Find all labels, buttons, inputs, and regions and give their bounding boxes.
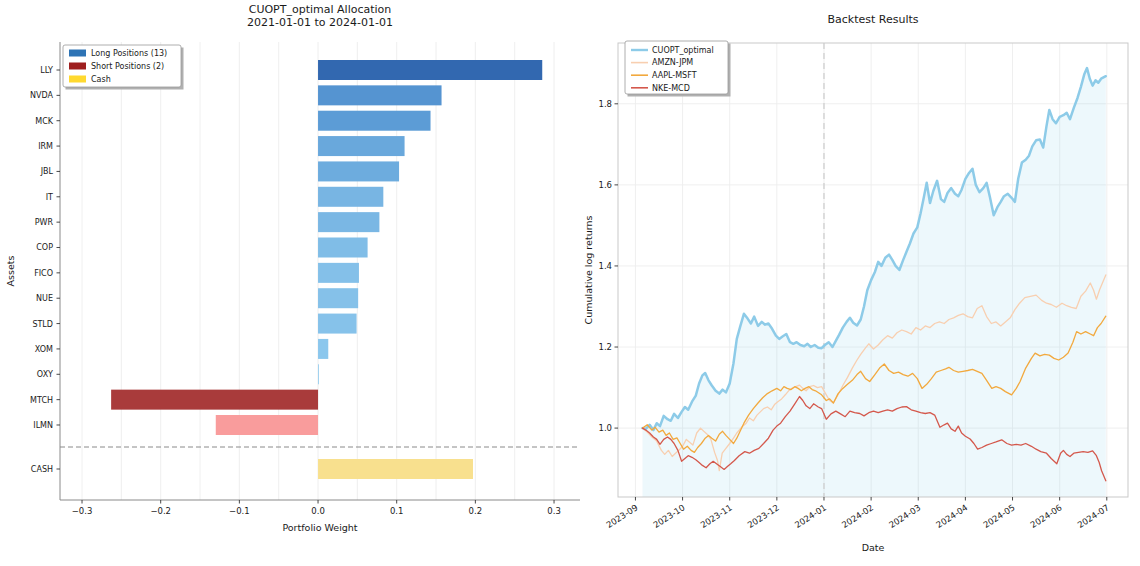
chart-title: CUOPT_optimal Allocation bbox=[249, 3, 392, 16]
bar-oxy bbox=[318, 364, 319, 384]
y-axis-label: Assets bbox=[5, 255, 16, 286]
bar-pwr bbox=[318, 212, 379, 232]
x-tick-label: 2024-07 bbox=[1076, 502, 1111, 530]
y-tick-label: XOM bbox=[35, 345, 53, 354]
x-tick-label: 2023-12 bbox=[746, 502, 781, 530]
y-tick-label: NUE bbox=[36, 294, 53, 303]
bar-fico bbox=[318, 263, 359, 283]
y-tick-label: OXY bbox=[37, 370, 53, 379]
figure-canvas: −0.3 −0.2 −0.1 0.0 0.1 0.2 0.3 LLY NVDA MCK IRM JBL… bbox=[0, 0, 1140, 566]
y-tick-label: 1.4 bbox=[598, 261, 612, 271]
y-tick-label: LLY bbox=[40, 66, 53, 75]
legend-label: Short Positions (2) bbox=[91, 62, 164, 71]
y-tick-label: MTCH bbox=[30, 396, 53, 405]
legend-swatch bbox=[69, 50, 86, 57]
y-tick-label: IT bbox=[46, 193, 53, 202]
bar-cop bbox=[318, 237, 368, 257]
y-tick-label: 1.8 bbox=[598, 99, 612, 109]
bar-cash bbox=[318, 459, 473, 479]
bar-ilmn bbox=[216, 415, 318, 435]
x-tick-label: 2024-05 bbox=[981, 502, 1016, 530]
y-tick-label: NVDA bbox=[30, 91, 53, 100]
x-tick-label: −0.2 bbox=[150, 506, 171, 516]
bar-mtch bbox=[111, 390, 318, 410]
x-tick-label: 2024-01 bbox=[793, 502, 828, 530]
x-tick-label: 2023-10 bbox=[651, 502, 686, 530]
y-tick-label: STLD bbox=[32, 320, 53, 329]
x-tick-label: 2024-02 bbox=[840, 502, 875, 530]
cuopt-fill-area bbox=[643, 68, 1106, 497]
backtest-legend: CUOPT_optimal AMZN-JPM AAPL-MSFT NKE-MCD bbox=[625, 41, 731, 97]
y-tick-label: IRM bbox=[38, 142, 53, 151]
bar-nue bbox=[318, 288, 358, 308]
legend-label: Long Positions (13) bbox=[91, 49, 167, 58]
legend-label: Cash bbox=[91, 75, 111, 84]
allocation-chart: −0.3 −0.2 −0.1 0.0 0.1 0.2 0.3 LLY NVDA MCK IRM JBL… bbox=[5, 3, 580, 533]
bar-mck bbox=[318, 111, 430, 131]
allocation-legend: Long Positions (13) Short Positions (2) Ca… bbox=[63, 45, 184, 90]
y-tick-label: CASH bbox=[31, 465, 53, 474]
x-axis-label: Portfolio Weight bbox=[282, 522, 357, 533]
y-axis-label: Cumulative log returns bbox=[583, 216, 594, 325]
bar-it bbox=[318, 187, 383, 207]
x-tick-label: 2024-03 bbox=[887, 502, 922, 530]
y-tick-label: 1.6 bbox=[598, 180, 612, 190]
y-tick-label: COP bbox=[36, 243, 53, 252]
y-tick-label: 1.0 bbox=[598, 423, 612, 433]
bar-stld bbox=[318, 314, 357, 334]
portfolio-backtest-figure: −0.3 −0.2 −0.1 0.0 0.1 0.2 0.3 LLY NVDA MCK IRM JBL… bbox=[0, 0, 1140, 566]
x-tick-label: −0.1 bbox=[229, 506, 250, 516]
legend-swatch bbox=[69, 63, 86, 70]
y-tick-label: PWR bbox=[35, 218, 54, 227]
x-tick-label: 0.2 bbox=[469, 506, 483, 516]
legend-label: NKE-MCD bbox=[652, 84, 690, 93]
x-tick-label: −0.3 bbox=[72, 506, 93, 516]
y-tick-label: MCK bbox=[35, 117, 53, 126]
bar-lly bbox=[318, 60, 542, 80]
backtest-chart: 1.0 1.2 1.4 1.6 1.8 2023-09 2023-10 2023-11 2023… bbox=[583, 13, 1128, 553]
y-tick-label: ILMN bbox=[33, 421, 53, 430]
bar-irm bbox=[318, 136, 405, 156]
y-tick-label: JBL bbox=[40, 167, 54, 176]
bar-jbl bbox=[318, 161, 399, 181]
x-tick-label: 2024-04 bbox=[934, 502, 969, 530]
y-tick-label: FICO bbox=[34, 269, 53, 278]
legend-swatch bbox=[69, 76, 86, 83]
x-tick-label: 0.3 bbox=[547, 506, 561, 516]
bar-xom bbox=[318, 339, 328, 359]
x-tick-label: 2024-06 bbox=[1029, 502, 1064, 530]
chart-title: Backtest Results bbox=[827, 13, 918, 26]
x-axis-label: Date bbox=[862, 542, 885, 553]
x-tick-label: 0.1 bbox=[390, 506, 404, 516]
legend-label: CUOPT_optimal bbox=[652, 46, 714, 55]
legend-label: AMZN-JPM bbox=[652, 58, 693, 67]
x-tick-label: 2023-09 bbox=[604, 502, 639, 530]
bar-nvda bbox=[318, 85, 442, 105]
x-tick-label: 0.0 bbox=[311, 506, 325, 516]
legend-label: AAPL-MSFT bbox=[652, 71, 697, 80]
x-tick-label: 2023-11 bbox=[699, 502, 734, 530]
y-tick-label: 1.2 bbox=[598, 342, 612, 352]
chart-subtitle: 2021-01-01 to 2024-01-01 bbox=[247, 16, 393, 29]
